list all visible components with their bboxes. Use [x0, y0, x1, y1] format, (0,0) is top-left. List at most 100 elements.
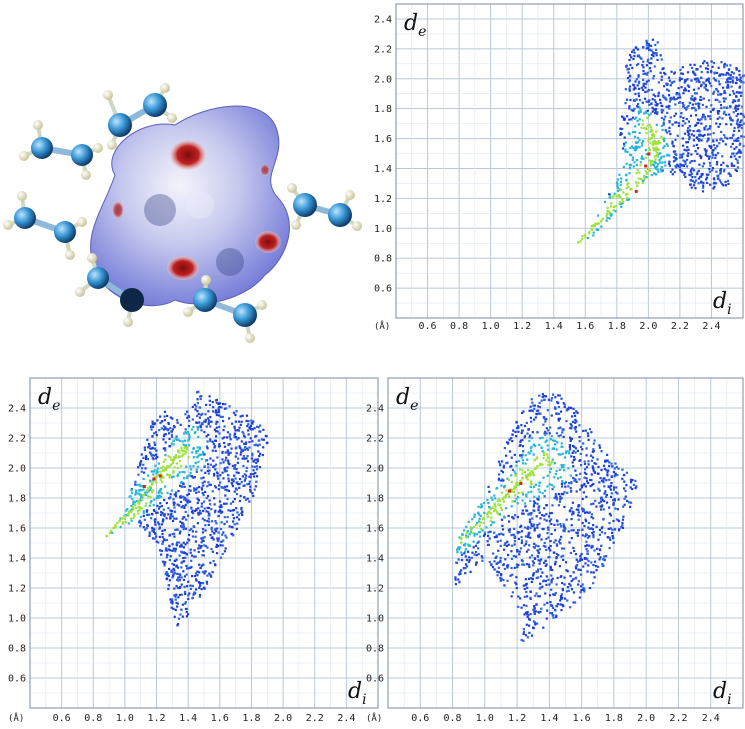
- data-point: [551, 614, 554, 617]
- data-point: [654, 158, 657, 161]
- data-point: [513, 514, 517, 517]
- data-point: [460, 536, 463, 540]
- data-point: [625, 98, 629, 101]
- data-point: [222, 461, 225, 464]
- data-point: [168, 497, 171, 500]
- data-point: [559, 495, 562, 498]
- data-point: [503, 516, 506, 519]
- data-point: [627, 185, 630, 188]
- data-point: [528, 617, 531, 621]
- data-point: [607, 485, 610, 488]
- data-point: [543, 433, 547, 437]
- data-point: [488, 510, 491, 513]
- data-point: [573, 412, 576, 415]
- data-point: [578, 459, 581, 463]
- data-point: [171, 458, 174, 461]
- data-point: [467, 543, 470, 546]
- data-point: [154, 523, 157, 526]
- data-point: [727, 77, 730, 80]
- data-point: [591, 467, 595, 470]
- data-point: [727, 77, 730, 80]
- data-point: [532, 525, 535, 528]
- data-point: [161, 469, 165, 472]
- data-point: [518, 550, 521, 553]
- data-point: [192, 447, 195, 450]
- data-point: [535, 409, 538, 412]
- data-point: [200, 488, 204, 491]
- data-point: [616, 182, 619, 186]
- data-point: [549, 600, 552, 604]
- data-point: [169, 444, 172, 448]
- data-point: [544, 579, 547, 583]
- data-point: [538, 595, 541, 598]
- data-point: [677, 96, 680, 99]
- data-point: [609, 196, 612, 199]
- data-point: [163, 415, 166, 418]
- data-point: [730, 85, 733, 88]
- data-point: [625, 178, 628, 182]
- data-point: [166, 491, 169, 495]
- data-point: [693, 181, 696, 184]
- data-point: [563, 530, 566, 533]
- data-point: [488, 506, 491, 510]
- data-point: [161, 520, 164, 523]
- data-point: [226, 466, 229, 469]
- data-point: [629, 53, 632, 57]
- data-point: [514, 474, 518, 477]
- data-point: [464, 542, 467, 545]
- data-point: [523, 436, 526, 439]
- data-point: [223, 550, 227, 553]
- data-point: [671, 123, 674, 126]
- data-point: [130, 489, 133, 492]
- data-point: [199, 395, 202, 398]
- data-point: [156, 504, 159, 508]
- data-point: [216, 430, 219, 433]
- data-point: [500, 532, 503, 535]
- data-point: [701, 190, 705, 193]
- data-point: [621, 468, 624, 471]
- data-point: [192, 476, 195, 479]
- data-point: [610, 475, 613, 478]
- data-point: [530, 554, 534, 557]
- data-point: [527, 525, 530, 528]
- data-point: [503, 543, 506, 547]
- x-tick-label: 2.2: [306, 713, 324, 724]
- data-point: [718, 123, 722, 126]
- data-point: [151, 537, 155, 540]
- data-point: [143, 518, 146, 521]
- data-point: [172, 563, 176, 566]
- data-point: [208, 520, 211, 523]
- data-point: [609, 495, 613, 499]
- data-point: [634, 141, 638, 144]
- data-point: [616, 178, 620, 181]
- data-point: [616, 474, 619, 477]
- data-point: [642, 46, 645, 49]
- data-point: [726, 165, 729, 168]
- data-point: [673, 80, 676, 83]
- data-point: [694, 175, 697, 179]
- data-point: [130, 510, 133, 513]
- data-point: [184, 518, 188, 521]
- data-point: [204, 471, 207, 474]
- data-point: [208, 395, 211, 398]
- data-point: [515, 434, 518, 438]
- data-point: [654, 104, 657, 107]
- data-point: [624, 495, 627, 498]
- data-point: [160, 523, 164, 526]
- data-point: [199, 545, 202, 548]
- fingerprint-plot-bottom-right: 0.6 0.8 1.0 1.2 1.4 1.6 1.8 2.0 2.2 2.40.60.81.01…: [366, 377, 744, 724]
- data-point: [712, 140, 715, 143]
- data-point: [225, 456, 228, 459]
- data-point: [645, 112, 648, 115]
- data-point: [522, 512, 525, 515]
- data-point: [699, 156, 703, 160]
- data-point: [144, 502, 148, 505]
- data-point: [211, 571, 214, 574]
- data-point: [545, 575, 548, 578]
- data-point: [528, 512, 531, 515]
- data-point: [209, 440, 212, 443]
- data-point: [543, 394, 546, 398]
- data-point: [654, 107, 658, 111]
- data-point: [151, 529, 154, 532]
- data-point: [587, 559, 590, 563]
